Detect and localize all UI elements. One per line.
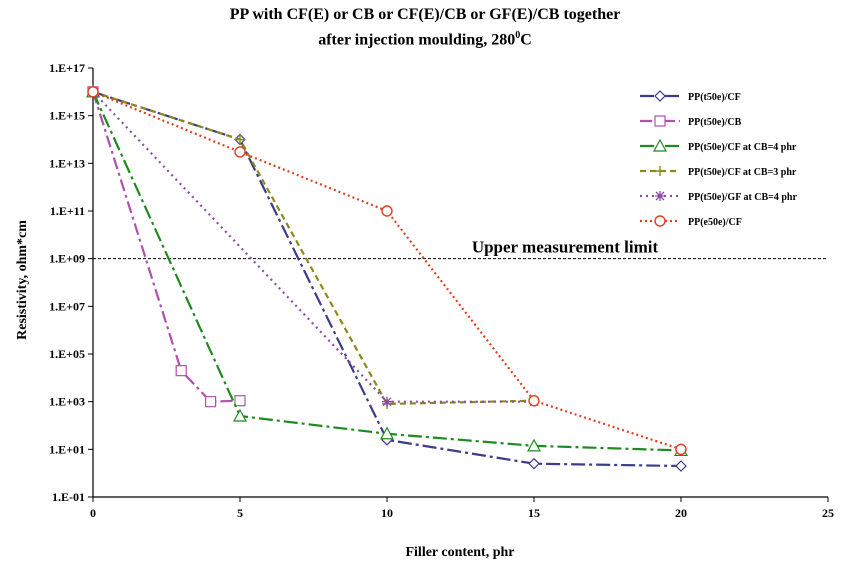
- axes: 1.E-01 1.E+01 1.E+03 1.E+05 1.E+07 1.E+09 1.E+…: [49, 61, 834, 520]
- data-point-asterisk: [382, 396, 392, 407]
- legend-label: PP(e50e)/CF: [688, 217, 742, 228]
- x-tick-label: 15: [528, 506, 540, 520]
- legend: PP(t50e)/CF PP(t50e)/CB PP(t50e)/CF at CB=…: [640, 90, 797, 228]
- legend-label: PP(t50e)/GF at CB=4 phr: [688, 192, 797, 203]
- legend-marker-square: [654, 115, 666, 127]
- y-tick-label: 1.E+11: [50, 204, 85, 218]
- y-tick-label: 1.E+05: [49, 347, 85, 361]
- legend-label: PP(t50e)/CF at CB=3 phr: [688, 167, 797, 178]
- legend-label: PP(t50e)/CF: [688, 92, 741, 103]
- legend-marker-triangle: [652, 138, 668, 152]
- data-point-diamond: [528, 457, 540, 470]
- data-point-square: [205, 396, 217, 408]
- legend-entry: PP(e50e)/CF: [640, 215, 742, 228]
- y-tick-label: 1.E+07: [49, 299, 85, 313]
- data-point-triangle: [379, 426, 395, 440]
- x-tick-label: 10: [381, 506, 393, 520]
- series-line: [91, 91, 682, 452]
- series-line: [92, 90, 682, 451]
- y-tick-label: 1.E+09: [49, 252, 85, 266]
- x-axis-label: Filler content, phr: [405, 545, 514, 560]
- y-tick-label: 1.E+17: [49, 61, 85, 75]
- data-point-triangle: [526, 438, 542, 452]
- legend-marker-asterisk: [655, 191, 665, 201]
- legend-label: PP(t50e)/CF at CB=4 phr: [688, 142, 797, 153]
- y-tick-label: 1.E+01: [49, 442, 85, 456]
- data-point-diamond: [675, 460, 687, 472]
- data-point-circle: [528, 394, 540, 407]
- annotation-layer: Upper measurement limit: [93, 238, 828, 260]
- legend-marker-diamond: [654, 90, 666, 102]
- chart-subtitle-main: after injection moulding, 280: [318, 31, 516, 49]
- x-tick-label: 25: [822, 506, 834, 520]
- legend-entry: PP(t50e)/CF at CB=3 phr: [640, 166, 797, 178]
- series-2: [87, 86, 246, 408]
- x-tick-label: 5: [237, 506, 243, 520]
- x-tick-label: 20: [675, 506, 687, 520]
- y-tick-label: 1.E-01: [52, 490, 85, 504]
- y-tick-label: 1.E+03: [49, 395, 85, 409]
- upper-limit-label: Upper measurement limit: [472, 238, 659, 257]
- series-line: [92, 90, 535, 406]
- chart-subtitle-end: C: [520, 31, 532, 49]
- chart-title: PP with CF(E) or CB or CF(E)/CB or GF(E)…: [229, 6, 621, 23]
- series-line: [92, 90, 682, 468]
- legend-entry: PP(t50e)/CB: [640, 115, 742, 128]
- y-tick-label: 1.E+13: [49, 156, 85, 170]
- chart-subtitle: after injection moulding, 2800C: [0, 30, 850, 49]
- series-6: [87, 86, 687, 456]
- legend-entry: PP(t50e)/CF: [640, 90, 741, 103]
- data-point-square: [175, 365, 187, 377]
- data-point-circle: [234, 146, 246, 158]
- legend-marker-plus: [655, 166, 665, 176]
- legend-entry: PP(t50e)/CF at CB=4 phr: [640, 138, 797, 153]
- data-point-triangle: [232, 408, 248, 422]
- data-point-square: [234, 395, 246, 407]
- legend-entry: PP(t50e)/GF at CB=4 phr: [640, 191, 797, 203]
- x-tick-label: 0: [90, 506, 96, 520]
- y-tick-label: 1.E+15: [49, 109, 85, 123]
- legend-label: PP(t50e)/CB: [688, 117, 742, 128]
- series-line: [92, 91, 534, 403]
- data-point-circle: [87, 86, 99, 98]
- series-layer: [85, 84, 689, 472]
- legend-marker-circle: [654, 215, 666, 227]
- y-axis-label: Resistivity, ohm*cm: [15, 220, 30, 340]
- series-line: [91, 91, 241, 403]
- chart-subtitle-superscript: 0: [515, 30, 521, 41]
- data-point-plus: [235, 134, 245, 145]
- data-point-circle: [381, 205, 393, 217]
- data-point-circle: [675, 443, 687, 456]
